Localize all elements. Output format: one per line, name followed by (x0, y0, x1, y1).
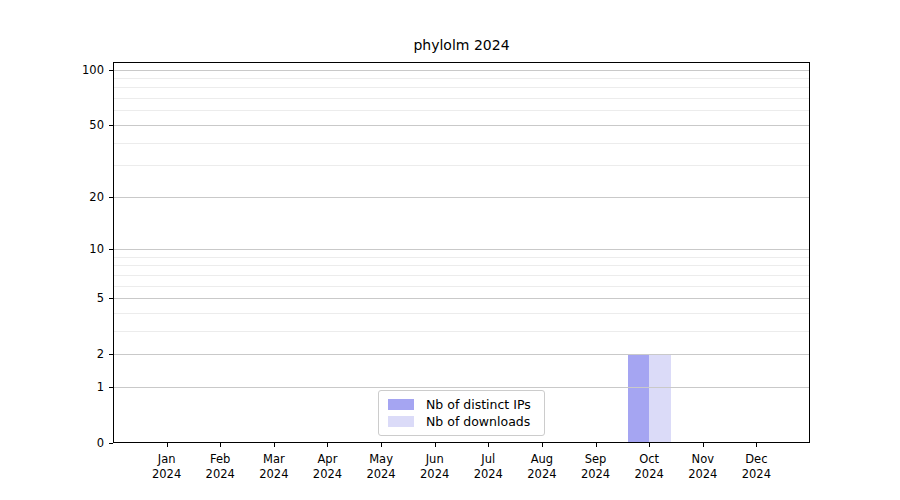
x-tick-label: Dec 2024 (726, 452, 786, 482)
y-tick-label: 2 (64, 347, 104, 361)
bar-downloads (649, 354, 670, 443)
gridline-minor (113, 286, 810, 287)
y-tick (109, 125, 113, 126)
x-tick-label: Sep 2024 (566, 452, 626, 482)
y-tick-label: 100 (64, 63, 104, 77)
gridline-major (113, 298, 810, 299)
gridline-major (113, 125, 810, 126)
y-tick (109, 298, 113, 299)
x-tick-label: Nov 2024 (673, 452, 733, 482)
y-tick (109, 387, 113, 388)
legend-item: Nb of distinct IPs (388, 397, 535, 412)
legend-swatch-downloads (388, 416, 414, 427)
x-tick-label: Mar 2024 (244, 452, 304, 482)
x-tick-label: Jul 2024 (458, 452, 518, 482)
gridline-major (113, 249, 810, 250)
x-tick-label: May 2024 (351, 452, 411, 482)
x-tick (381, 443, 382, 447)
y-tick-label: 50 (64, 118, 104, 132)
legend-item: Nb of downloads (388, 414, 535, 429)
gridline-major (113, 354, 810, 355)
x-tick (220, 443, 221, 447)
gridline-minor (113, 110, 810, 111)
y-tick-label: 0 (64, 436, 104, 450)
y-tick-label: 5 (64, 291, 104, 305)
gridline-major (113, 387, 810, 388)
x-tick (274, 443, 275, 447)
gridline-minor (113, 165, 810, 166)
x-tick-label: Jun 2024 (405, 452, 465, 482)
x-tick (167, 443, 168, 447)
legend-label-downloads: Nb of downloads (426, 414, 530, 429)
gridline-minor (113, 87, 810, 88)
figure: phylolm 2024 0 1 2 5 10 20 50 100 Jan 2024Feb 20… (0, 0, 900, 500)
y-tick-label: 1 (64, 380, 104, 394)
x-tick (596, 443, 597, 447)
legend-swatch-distinct-ips (388, 399, 414, 410)
gridline-minor (113, 78, 810, 79)
gridline-minor (113, 143, 810, 144)
y-tick (109, 354, 113, 355)
gridline-minor (113, 313, 810, 314)
y-tick (109, 443, 113, 444)
x-tick-label: Apr 2024 (297, 452, 357, 482)
x-tick (542, 443, 543, 447)
y-tick (109, 249, 113, 250)
bar-distinct-ips (628, 354, 649, 443)
chart-title: phylolm 2024 (113, 36, 810, 54)
gridline-major (113, 197, 810, 198)
gridline-minor (113, 257, 810, 258)
x-tick-label: Oct 2024 (619, 452, 679, 482)
x-tick-label: Aug 2024 (512, 452, 572, 482)
y-tick (109, 70, 113, 71)
x-tick (756, 443, 757, 447)
x-tick (649, 443, 650, 447)
x-tick (703, 443, 704, 447)
gridline-major (113, 70, 810, 71)
x-tick (435, 443, 436, 447)
x-tick (327, 443, 328, 447)
gridline-minor (113, 275, 810, 276)
gridline-minor (113, 265, 810, 266)
x-tick-label: Feb 2024 (190, 452, 250, 482)
y-tick (109, 197, 113, 198)
x-tick (488, 443, 489, 447)
legend: Nb of distinct IPs Nb of downloads (378, 390, 545, 436)
gridline-minor (113, 98, 810, 99)
x-tick-label: Jan 2024 (137, 452, 197, 482)
y-tick-label: 10 (64, 242, 104, 256)
plot-border (113, 62, 810, 443)
legend-label-distinct-ips: Nb of distinct IPs (426, 397, 531, 412)
y-tick-label: 20 (64, 190, 104, 204)
gridline-minor (113, 331, 810, 332)
